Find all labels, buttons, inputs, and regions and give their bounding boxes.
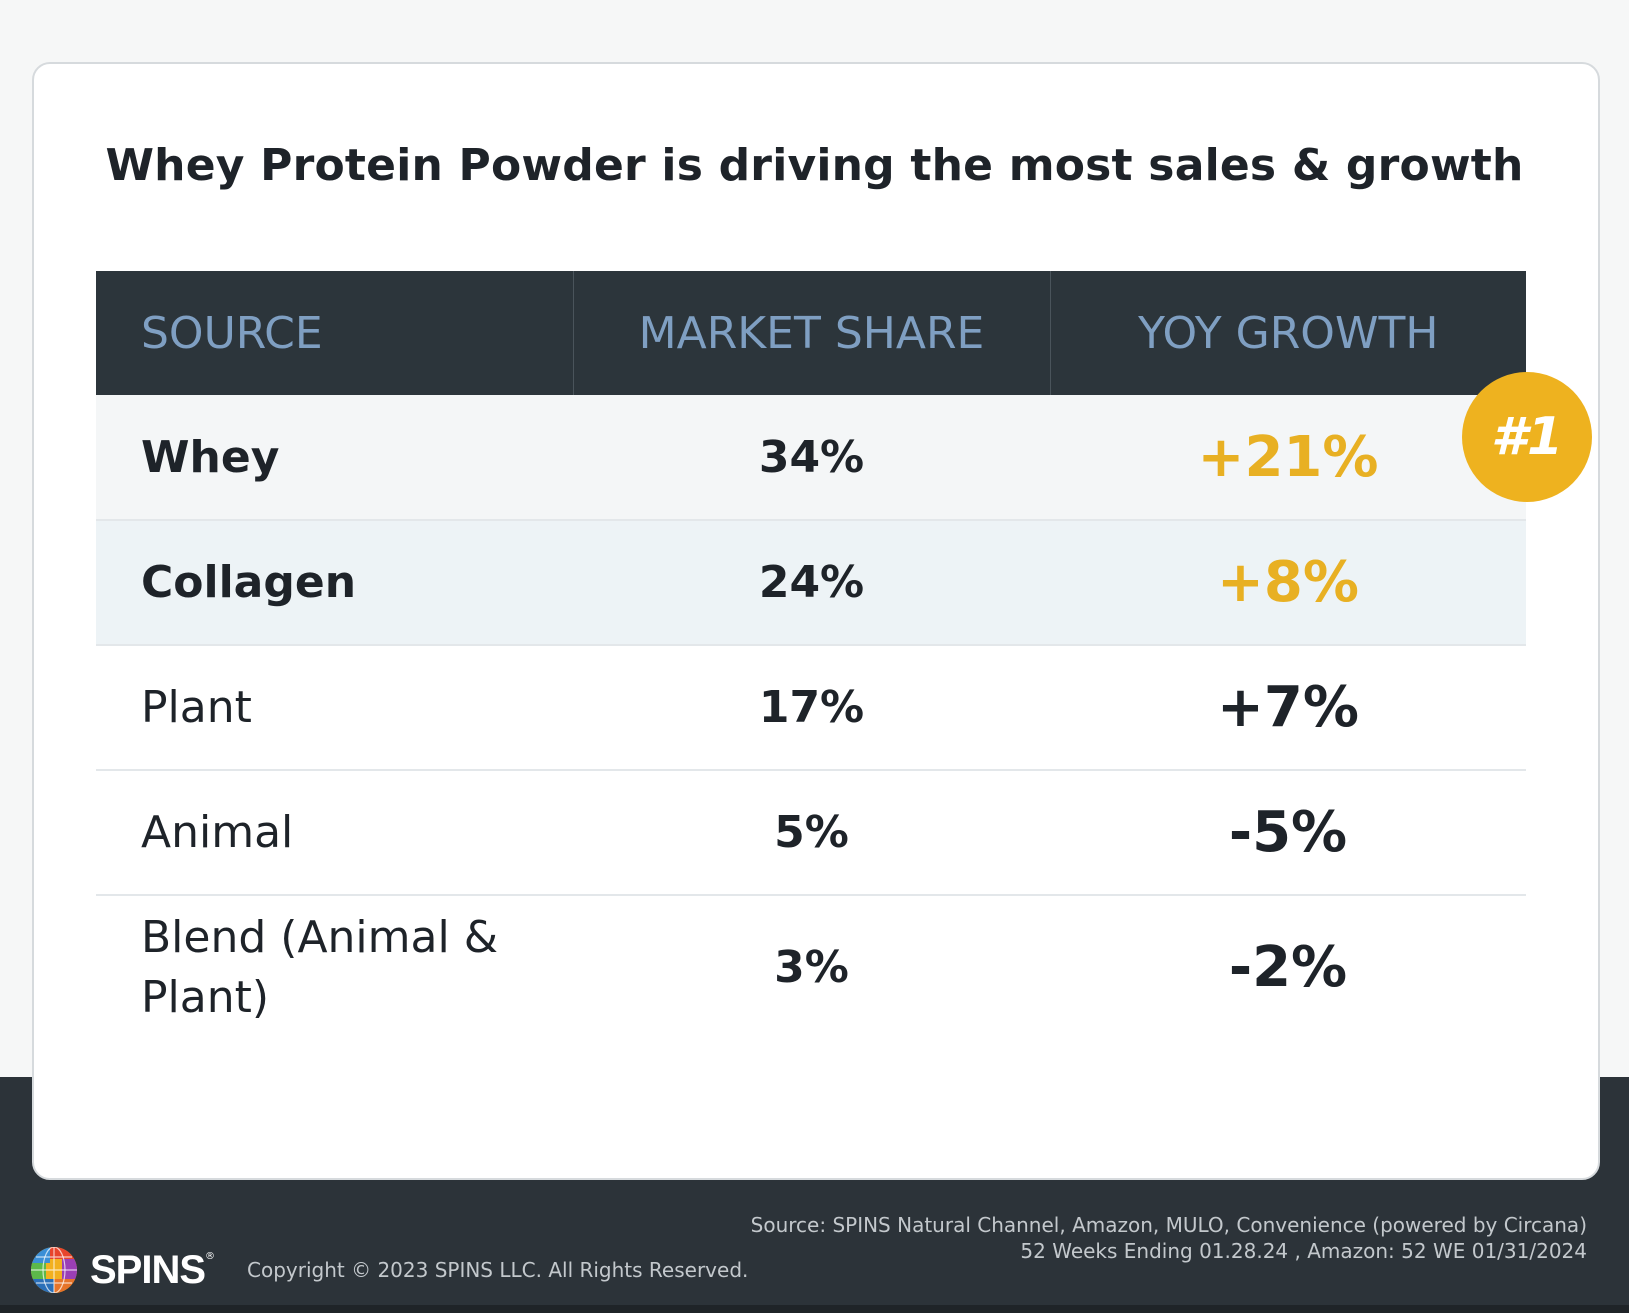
table-row: Plant 17% +7%: [96, 645, 1526, 771]
table-row: Animal 5% -5%: [96, 770, 1526, 896]
yoy-growth-cell: -5%: [1050, 770, 1526, 896]
source-cell: Whey: [96, 395, 573, 521]
market-share-cell: 17%: [573, 645, 1050, 771]
table-row: Collagen 24% +8%: [96, 520, 1526, 646]
yoy-growth-cell: +8%: [1050, 520, 1526, 646]
market-share-cell: 34%: [573, 395, 1050, 521]
source-cell: Plant: [96, 645, 573, 771]
yoy-growth-cell: +7%: [1050, 645, 1526, 771]
source-note: Source: SPINS Natural Channel, Amazon, M…: [751, 1212, 1587, 1264]
globe-icon: [31, 1247, 77, 1293]
header-row: SOURCE MARKET SHARE YOY GROWTH: [96, 271, 1526, 395]
chart-title: Whey Protein Powder is driving the most …: [105, 140, 1524, 191]
yoy-growth-cell: -2%: [1228, 935, 1348, 1000]
column-header-market-share: MARKET SHARE: [572, 271, 1050, 395]
market-share-cell: 3%: [774, 942, 849, 993]
source-line-1: Source: SPINS Natural Channel, Amazon, M…: [750, 1213, 1587, 1237]
source-line-2: 52 Weeks Ending 01.28.24 , Amazon: 52 WE…: [1020, 1239, 1587, 1263]
market-share-cell: 5%: [573, 770, 1050, 896]
data-table: SOURCE MARKET SHARE YOY GROWTH Whey 34% …: [96, 271, 1526, 1040]
market-share-cell: 24%: [573, 520, 1050, 646]
footer-edge: [0, 1305, 1629, 1313]
table-row: Blend (Animal & Plant) 3% -2%: [96, 895, 1526, 1040]
table-row: Whey 34% +21%: [96, 395, 1526, 521]
yoy-growth-cell: +21%: [1050, 395, 1526, 521]
registered-mark: ®: [205, 1251, 216, 1262]
source-cell: Blend (Animal & Plant): [141, 912, 499, 1023]
copyright-text: Copyright © 2023 SPINS LLC. All Rights R…: [247, 1258, 749, 1282]
column-header-source: SOURCE: [96, 271, 573, 395]
source-cell: Collagen: [96, 520, 573, 646]
rank-badge: #1: [1462, 372, 1592, 502]
spins-logo: SPINS ®: [28, 1245, 215, 1295]
logo-wordmark: SPINS: [90, 1247, 206, 1292]
column-header-yoy-growth: YOY GROWTH: [1049, 271, 1526, 395]
source-cell: Animal: [96, 770, 573, 896]
